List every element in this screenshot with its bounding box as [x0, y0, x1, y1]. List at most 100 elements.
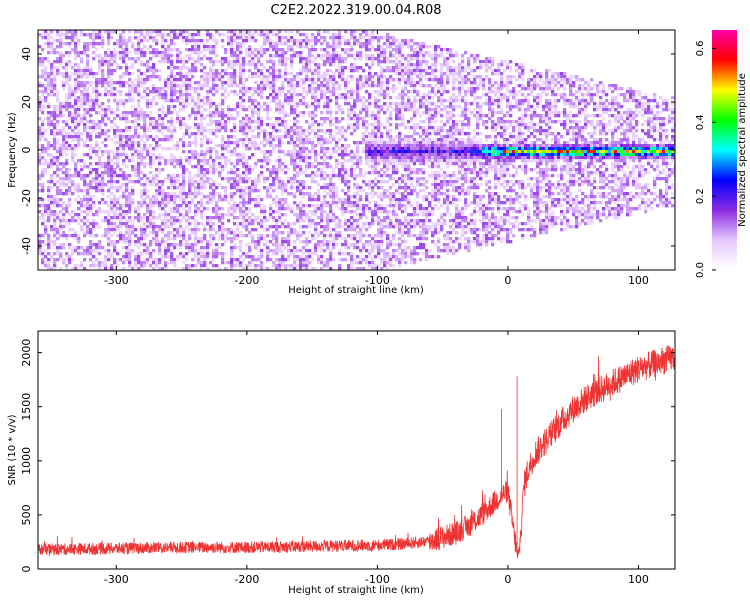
heatmap-cell	[314, 135, 318, 139]
heatmap-cell	[212, 39, 216, 43]
heatmap-cell	[230, 246, 234, 250]
heatmap-cell	[164, 81, 168, 85]
heatmap-cell	[365, 258, 369, 262]
heatmap-cell	[161, 228, 165, 232]
heatmap-cell	[77, 39, 81, 43]
heatmap-cell	[92, 81, 96, 85]
heatmap-cell	[92, 186, 96, 190]
heatmap-cell	[299, 156, 303, 160]
heatmap-cell	[209, 192, 213, 196]
heatmap-cell	[107, 186, 111, 190]
heatmap-cell	[371, 111, 375, 115]
heatmap-cell	[350, 33, 354, 37]
heatmap-cell	[260, 105, 264, 109]
heatmap-cell	[56, 96, 60, 100]
heatmap-cell	[299, 168, 303, 172]
heatmap-cell	[359, 33, 363, 37]
heatmap-cell	[260, 249, 264, 253]
heatmap-cell	[53, 123, 57, 127]
heatmap-cell	[53, 219, 57, 223]
heatmap-cell	[257, 51, 261, 55]
heatmap-cell	[275, 102, 279, 106]
heatmap-cell	[356, 222, 360, 226]
heatmap-cell	[107, 189, 111, 193]
heatmap-cell	[245, 159, 249, 163]
heatmap-cell	[341, 177, 345, 181]
heatmap-cell	[194, 213, 198, 217]
heatmap-cell	[326, 72, 330, 76]
heatmap-cell	[158, 30, 162, 34]
heatmap-cell	[47, 39, 51, 43]
heatmap-cell	[92, 222, 96, 226]
heatmap-cell	[140, 234, 144, 238]
heatmap-cell	[188, 192, 192, 196]
heatmap-cell	[290, 126, 294, 130]
heatmap-cell	[218, 252, 222, 256]
heatmap-cell	[98, 159, 102, 163]
heatmap-cell	[233, 75, 237, 79]
heatmap-cell	[68, 174, 72, 178]
heatmap-cell	[98, 78, 102, 82]
heatmap-cell	[203, 150, 207, 154]
heatmap-cell	[218, 87, 222, 91]
heatmap-cell	[284, 51, 288, 55]
heatmap-cell	[218, 198, 222, 202]
heatmap-cell	[152, 261, 156, 265]
heatmap-cell	[149, 183, 153, 187]
heatmap-cell	[242, 195, 246, 199]
heatmap-cell	[347, 90, 351, 94]
heatmap-cell	[167, 75, 171, 79]
heatmap-cell	[86, 207, 90, 211]
heatmap-cell	[68, 105, 72, 109]
heatmap-cell	[74, 168, 78, 172]
heatmap-cell	[212, 84, 216, 88]
heatmap-cell	[245, 252, 249, 256]
heatmap-cell	[101, 84, 105, 88]
heatmap-cell	[44, 162, 48, 166]
heatmap-cell	[284, 258, 288, 262]
heatmap-cell	[314, 42, 318, 46]
heatmap-cell	[119, 207, 123, 211]
heatmap-cell	[122, 141, 126, 145]
heatmap-cell	[68, 132, 72, 136]
heatmap-cell	[215, 210, 219, 214]
heatmap-cell	[146, 162, 150, 166]
heatmap-cell	[248, 99, 252, 103]
heatmap-cell	[128, 87, 132, 91]
heatmap-cell	[326, 69, 330, 73]
heatmap-cell	[266, 192, 270, 196]
heatmap-cell	[119, 144, 123, 148]
heatmap-cell	[44, 249, 48, 253]
heatmap-cell	[275, 105, 279, 109]
heatmap-cell	[152, 177, 156, 181]
heatmap-cell	[128, 78, 132, 82]
heatmap-cell	[275, 234, 279, 238]
heatmap-cell	[146, 30, 150, 34]
heatmap-cell	[140, 177, 144, 181]
heatmap-cell	[224, 147, 228, 151]
heatmap-cell	[131, 186, 135, 190]
heatmap-cell	[263, 102, 267, 106]
heatmap-cell	[110, 219, 114, 223]
heatmap-cell	[320, 162, 324, 166]
heatmap-cell	[143, 192, 147, 196]
heatmap-cell	[59, 153, 63, 157]
heatmap-cell	[188, 243, 192, 247]
heatmap-cell	[311, 129, 315, 133]
heatmap-cell	[182, 141, 186, 145]
heatmap-cell	[50, 30, 54, 34]
heatmap-cell	[227, 138, 231, 142]
heatmap-cell	[371, 153, 375, 157]
heatmap-cell	[185, 204, 189, 208]
heatmap-cell	[257, 123, 261, 127]
heatmap-cell	[41, 222, 45, 226]
heatmap-cell	[335, 231, 339, 235]
heatmap-cell	[110, 177, 114, 181]
heatmap-cell	[149, 225, 153, 229]
heatmap-cell	[65, 177, 69, 181]
heatmap-cell	[266, 39, 270, 43]
heatmap-cell	[239, 123, 243, 127]
heatmap-cell	[347, 117, 351, 121]
heatmap-cell	[68, 30, 72, 34]
heatmap-cell	[38, 75, 42, 79]
